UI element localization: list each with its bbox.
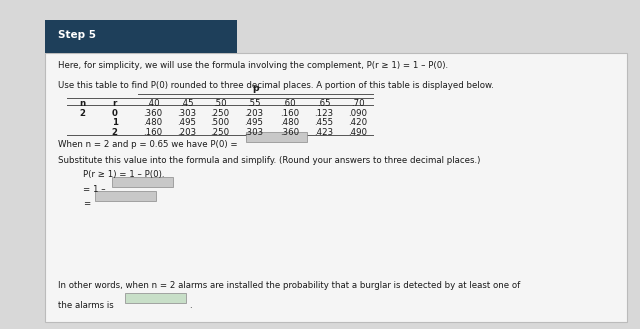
Text: .490: .490 [348, 128, 367, 137]
Text: .360: .360 [280, 128, 299, 137]
Text: .495: .495 [177, 118, 196, 127]
FancyBboxPatch shape [95, 191, 156, 201]
FancyBboxPatch shape [246, 132, 307, 142]
Text: .: . [189, 301, 191, 310]
Text: Use this table to find P(0) rounded to three decimal places. A portion of this t: Use this table to find P(0) rounded to t… [58, 81, 493, 89]
Text: .423: .423 [314, 128, 333, 137]
Text: .123: .123 [314, 109, 333, 118]
Text: .250: .250 [211, 109, 230, 118]
Text: = 1 –: = 1 – [83, 185, 106, 194]
Text: In other words, when n = 2 alarms are installed the probability that a burglar i: In other words, when n = 2 alarms are in… [58, 281, 520, 290]
Text: n: n [79, 99, 86, 108]
Text: .160: .160 [280, 109, 299, 118]
Text: Substitute this value into the formula and simplify. (Round your answers to thre: Substitute this value into the formula a… [58, 156, 480, 165]
Text: .480: .480 [280, 118, 299, 127]
Text: .360: .360 [143, 109, 163, 118]
Text: .203: .203 [177, 128, 196, 137]
Text: 0: 0 [111, 109, 118, 118]
Text: .250: .250 [211, 128, 230, 137]
Text: .090: .090 [348, 109, 367, 118]
Text: Here, for simplicity, we will use the formula involving the complement, P(r ≥ 1): Here, for simplicity, we will use the fo… [58, 61, 448, 70]
Text: .303: .303 [177, 109, 196, 118]
Text: 1: 1 [111, 118, 118, 127]
Text: .500: .500 [211, 118, 230, 127]
Text: .160: .160 [143, 128, 163, 137]
Text: P(r ≥ 1) = 1 – P(0).: P(r ≥ 1) = 1 – P(0). [83, 170, 164, 179]
Text: .60: .60 [282, 99, 296, 108]
Text: Step 5: Step 5 [58, 30, 95, 40]
Text: .203: .203 [244, 109, 264, 118]
FancyBboxPatch shape [45, 20, 237, 53]
FancyBboxPatch shape [125, 293, 186, 303]
FancyBboxPatch shape [112, 177, 173, 187]
Text: .55: .55 [247, 99, 261, 108]
Text: .70: .70 [351, 99, 365, 108]
Text: When n = 2 and p = 0.65 we have P(0) =: When n = 2 and p = 0.65 we have P(0) = [58, 140, 237, 149]
FancyBboxPatch shape [45, 53, 627, 322]
Text: .455: .455 [314, 118, 333, 127]
Text: .40: .40 [146, 99, 160, 108]
Text: .480: .480 [143, 118, 163, 127]
Text: =: = [83, 199, 90, 208]
Text: r: r [113, 99, 116, 108]
Text: .45: .45 [180, 99, 194, 108]
Text: 2: 2 [111, 128, 118, 137]
Text: .50: .50 [213, 99, 227, 108]
Text: .495: .495 [244, 118, 264, 127]
Text: .303: .303 [244, 128, 264, 137]
Text: .65: .65 [317, 99, 331, 108]
Text: .420: .420 [348, 118, 367, 127]
Text: the alarms is: the alarms is [58, 301, 113, 310]
Text: 2: 2 [79, 109, 86, 118]
Text: p: p [252, 84, 259, 93]
